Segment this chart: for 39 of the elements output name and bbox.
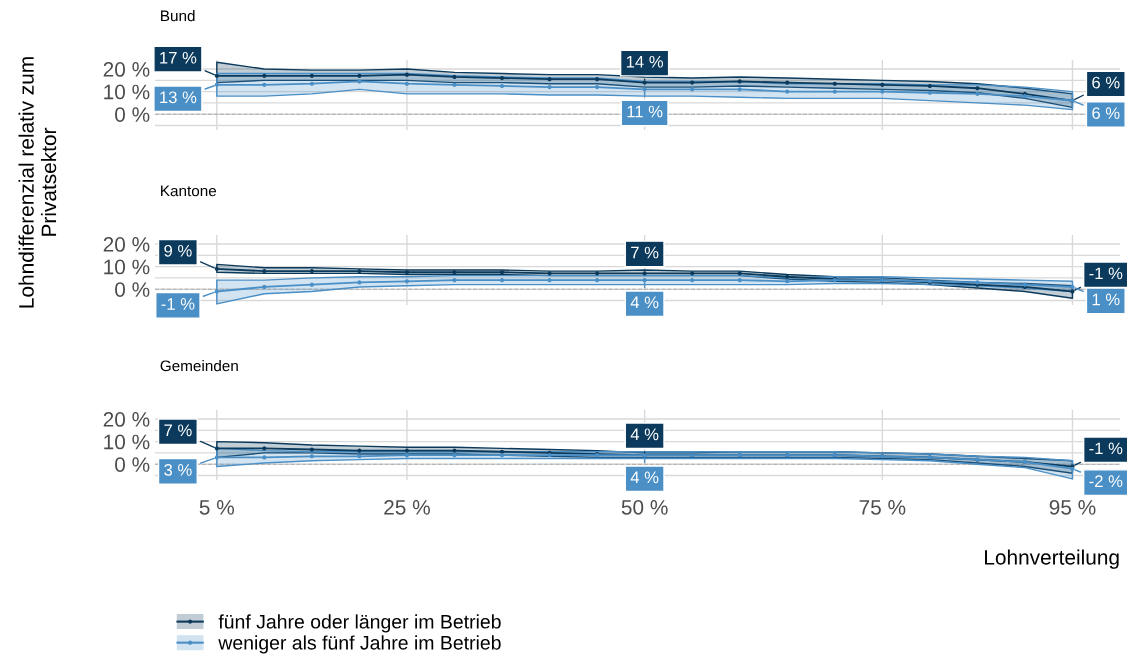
y-tick-label: 0 % <box>115 282 150 297</box>
data-label: -2 % <box>1089 475 1123 488</box>
data-label: 4 % <box>630 428 659 441</box>
y-tick-label: 0 % <box>115 107 150 122</box>
y-tick-label: 20 % <box>103 237 150 252</box>
data-label: 7 % <box>631 246 659 259</box>
chart-title: Bund <box>161 10 195 22</box>
x-tick-label: 50 % <box>621 499 668 515</box>
data-label: 4 % <box>630 471 659 484</box>
data-label: 1 % <box>1092 293 1120 306</box>
x-tick-label: 25 % <box>384 499 430 515</box>
data-label: 17 % <box>160 51 197 64</box>
y-tick-label: 0 % <box>115 457 150 472</box>
chart-title: Kantone <box>161 185 217 197</box>
data-label: 9 % <box>164 244 192 257</box>
data-label: 6 % <box>1092 76 1120 89</box>
legend-label: fünf Jahre oder länger im Betrieb <box>218 614 501 633</box>
x-tick-label: 75 % <box>859 500 906 515</box>
data-label: 7 % <box>164 424 192 437</box>
x-tick-label: 95 % <box>1049 499 1096 515</box>
data-label: 3 % <box>164 463 192 476</box>
y-tick-label: 10 % <box>104 84 150 100</box>
y-tick-label: 20 % <box>103 62 150 77</box>
legend-label: weniger als fünf Jahre im Betrieb <box>218 635 501 654</box>
chart-title: Gemeinden <box>160 360 238 372</box>
y-tick-label: 10 % <box>104 259 150 275</box>
data-label: 6 % <box>1092 107 1120 120</box>
x-axis-title: Lohnverteilung <box>985 549 1119 569</box>
y-axis-title: Lohndifferenzial relativ zum Privatsektor <box>18 57 57 308</box>
y-tick-label: 20 % <box>103 412 150 427</box>
data-label: -1 % <box>1089 442 1123 455</box>
data-label: 14 % <box>626 55 664 68</box>
data-label: -1 % <box>1089 267 1123 280</box>
data-label: 13 % <box>160 91 197 104</box>
data-label: 11 % <box>627 105 663 118</box>
y-tick-label: 10 % <box>104 434 150 450</box>
data-label: 4 % <box>630 296 659 309</box>
data-label: -1 % <box>161 298 195 310</box>
x-tick-label: 5 % <box>199 500 235 515</box>
